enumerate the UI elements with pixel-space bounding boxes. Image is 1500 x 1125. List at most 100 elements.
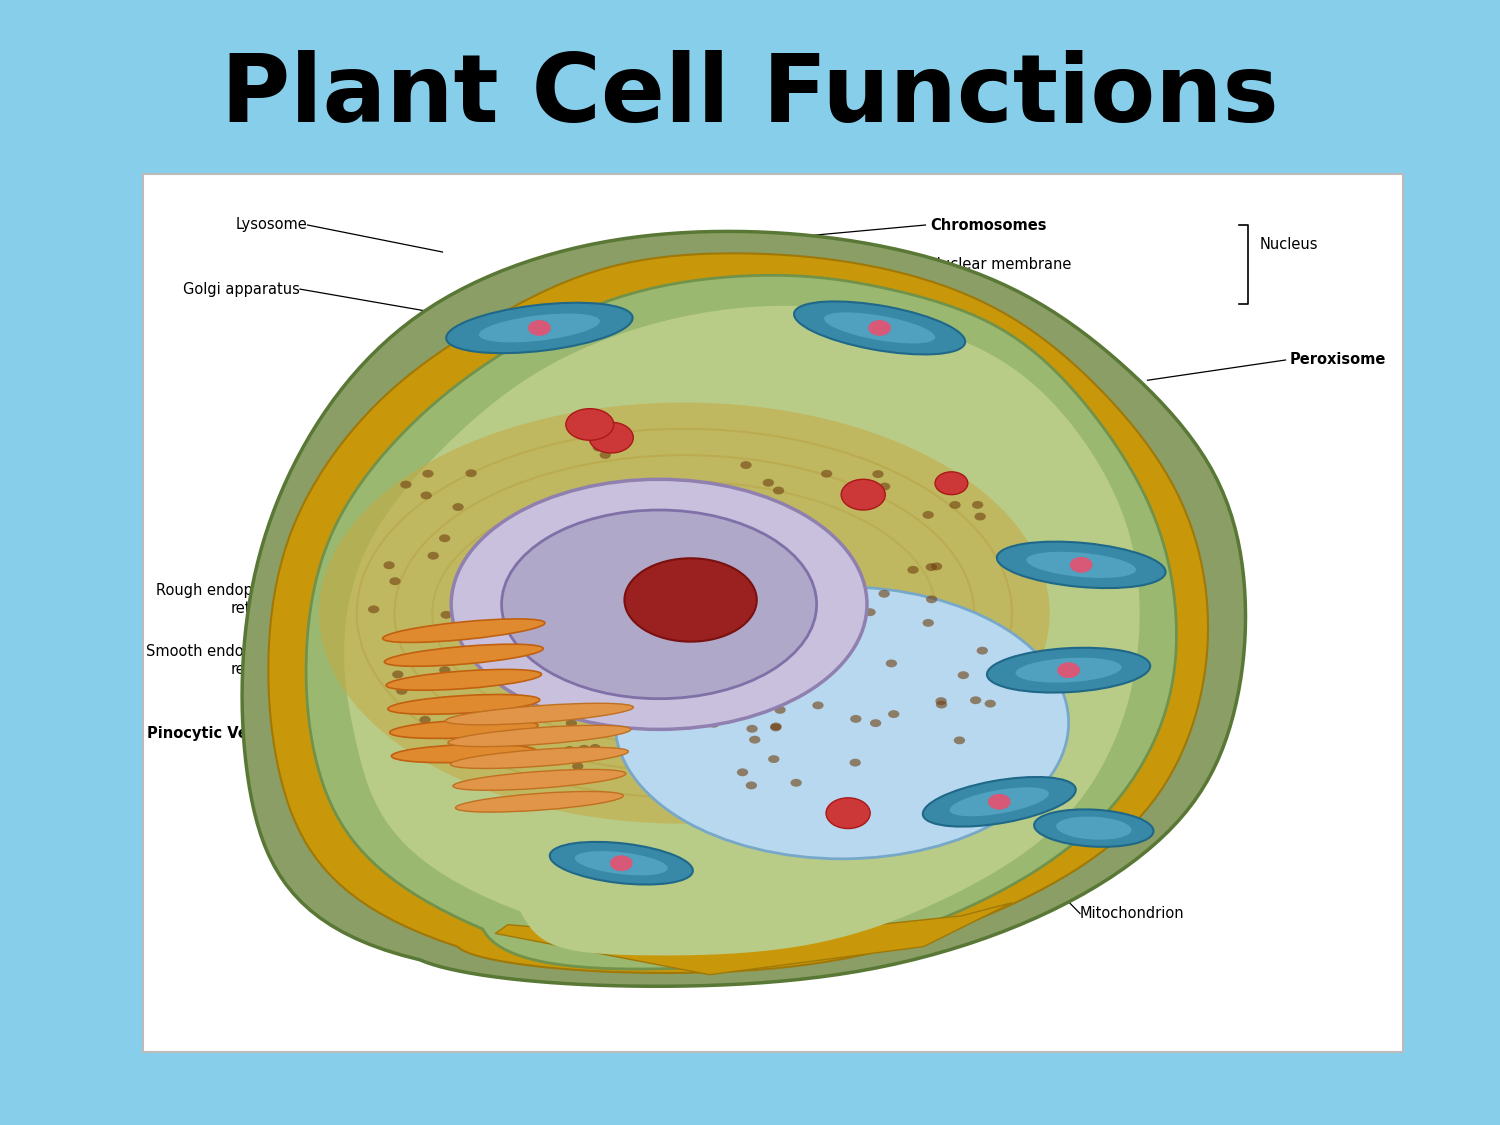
- Ellipse shape: [970, 696, 981, 704]
- Ellipse shape: [446, 303, 633, 353]
- Ellipse shape: [566, 719, 578, 727]
- Ellipse shape: [507, 634, 519, 642]
- Text: Mitochondrion: Mitochondrion: [1080, 906, 1185, 921]
- Ellipse shape: [546, 728, 558, 736]
- Text: Peroxisome: Peroxisome: [1290, 352, 1386, 368]
- Ellipse shape: [908, 566, 918, 574]
- Polygon shape: [495, 902, 1012, 974]
- Ellipse shape: [528, 319, 550, 336]
- Ellipse shape: [456, 792, 624, 812]
- Polygon shape: [306, 276, 1176, 969]
- Ellipse shape: [392, 670, 404, 678]
- Text: Chloroplast: Chloroplast: [1050, 448, 1132, 463]
- Ellipse shape: [774, 706, 786, 714]
- Ellipse shape: [590, 744, 602, 752]
- Ellipse shape: [320, 403, 1050, 824]
- Text: Smooth endoplasmic
reticulum: Smooth endoplasmic reticulum: [146, 645, 300, 676]
- Ellipse shape: [794, 302, 964, 354]
- Text: Plant Cell Functions: Plant Cell Functions: [220, 50, 1280, 142]
- Ellipse shape: [827, 798, 870, 828]
- Ellipse shape: [420, 716, 430, 723]
- Ellipse shape: [770, 723, 782, 731]
- Ellipse shape: [572, 763, 584, 771]
- Ellipse shape: [592, 443, 604, 451]
- Ellipse shape: [954, 737, 964, 745]
- Ellipse shape: [478, 720, 489, 728]
- Ellipse shape: [879, 483, 891, 490]
- Ellipse shape: [513, 529, 525, 537]
- Ellipse shape: [452, 479, 867, 729]
- Text: Nucleus: Nucleus: [1260, 236, 1318, 252]
- Ellipse shape: [950, 788, 1048, 817]
- Ellipse shape: [976, 647, 988, 655]
- Ellipse shape: [392, 745, 536, 763]
- Ellipse shape: [448, 726, 632, 747]
- Ellipse shape: [936, 701, 946, 709]
- Ellipse shape: [568, 523, 580, 531]
- Ellipse shape: [615, 587, 1068, 858]
- Text: Rough endoplasmic
reticulum: Rough endoplasmic reticulum: [156, 584, 300, 615]
- Ellipse shape: [850, 714, 861, 723]
- Polygon shape: [344, 306, 1140, 955]
- Ellipse shape: [590, 422, 633, 453]
- Ellipse shape: [396, 687, 408, 695]
- Ellipse shape: [987, 648, 1150, 693]
- Ellipse shape: [454, 613, 466, 621]
- Ellipse shape: [771, 722, 782, 730]
- Ellipse shape: [849, 758, 861, 766]
- Ellipse shape: [748, 736, 760, 744]
- Ellipse shape: [972, 501, 984, 508]
- Ellipse shape: [624, 558, 756, 641]
- Ellipse shape: [579, 745, 590, 753]
- Ellipse shape: [526, 554, 537, 561]
- Ellipse shape: [509, 757, 519, 765]
- Ellipse shape: [440, 666, 450, 674]
- Ellipse shape: [741, 461, 752, 469]
- Ellipse shape: [441, 611, 452, 619]
- Ellipse shape: [550, 842, 693, 884]
- Ellipse shape: [813, 701, 824, 709]
- Ellipse shape: [462, 730, 474, 738]
- Ellipse shape: [936, 698, 946, 705]
- Ellipse shape: [864, 609, 876, 616]
- Ellipse shape: [540, 776, 552, 784]
- Ellipse shape: [768, 755, 780, 763]
- Ellipse shape: [453, 770, 626, 790]
- Ellipse shape: [746, 782, 758, 790]
- Ellipse shape: [885, 659, 897, 667]
- Ellipse shape: [390, 577, 400, 585]
- Ellipse shape: [1058, 663, 1080, 678]
- Ellipse shape: [922, 619, 934, 627]
- Ellipse shape: [934, 471, 968, 495]
- Ellipse shape: [772, 487, 784, 495]
- Ellipse shape: [501, 510, 816, 699]
- Ellipse shape: [465, 469, 477, 477]
- Text: Vacuole: Vacuole: [1050, 692, 1107, 708]
- Ellipse shape: [390, 720, 538, 738]
- Ellipse shape: [489, 604, 501, 612]
- Ellipse shape: [526, 552, 538, 560]
- Ellipse shape: [600, 451, 610, 459]
- Ellipse shape: [888, 710, 900, 718]
- Ellipse shape: [922, 777, 1076, 827]
- Text: Cytoplasm: Cytoplasm: [921, 881, 999, 897]
- Ellipse shape: [400, 480, 411, 488]
- Ellipse shape: [384, 561, 394, 569]
- Ellipse shape: [736, 768, 748, 776]
- Ellipse shape: [368, 605, 380, 613]
- Ellipse shape: [824, 313, 934, 343]
- Ellipse shape: [868, 319, 891, 336]
- Ellipse shape: [1034, 809, 1154, 847]
- Ellipse shape: [870, 719, 882, 727]
- Ellipse shape: [975, 513, 986, 521]
- Ellipse shape: [873, 470, 883, 478]
- Ellipse shape: [531, 699, 542, 706]
- Text: Cell wall: Cell wall: [417, 926, 477, 942]
- Ellipse shape: [747, 724, 758, 732]
- Ellipse shape: [790, 778, 802, 786]
- Ellipse shape: [1026, 551, 1136, 578]
- Ellipse shape: [386, 669, 542, 691]
- Ellipse shape: [1016, 658, 1122, 683]
- Ellipse shape: [423, 656, 433, 664]
- Text: Ribosome: Ribosome: [930, 375, 1002, 390]
